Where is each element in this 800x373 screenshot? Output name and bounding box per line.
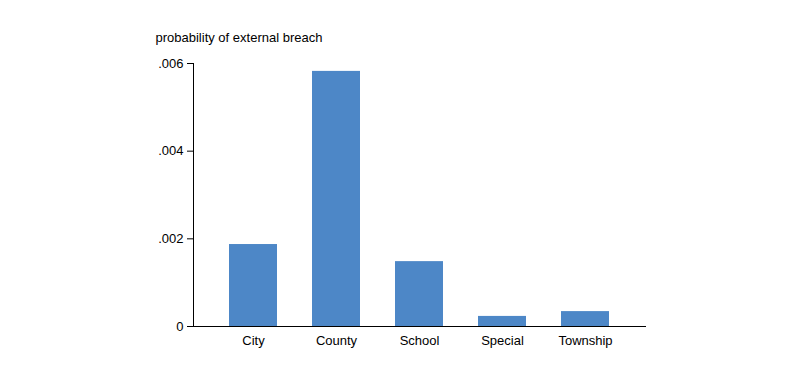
svg-text:Township: Township: [558, 333, 612, 348]
svg-text:0: 0: [176, 319, 183, 334]
svg-text:Special: Special: [481, 333, 524, 348]
svg-text:County: County: [316, 333, 358, 348]
svg-text:.006: .006: [158, 56, 183, 71]
svg-text:City: City: [242, 333, 265, 348]
svg-text:.002: .002: [158, 231, 183, 246]
svg-text:probability of external breach: probability of external breach: [156, 30, 323, 45]
svg-text:.004: .004: [158, 143, 183, 158]
svg-text:School: School: [400, 333, 440, 348]
